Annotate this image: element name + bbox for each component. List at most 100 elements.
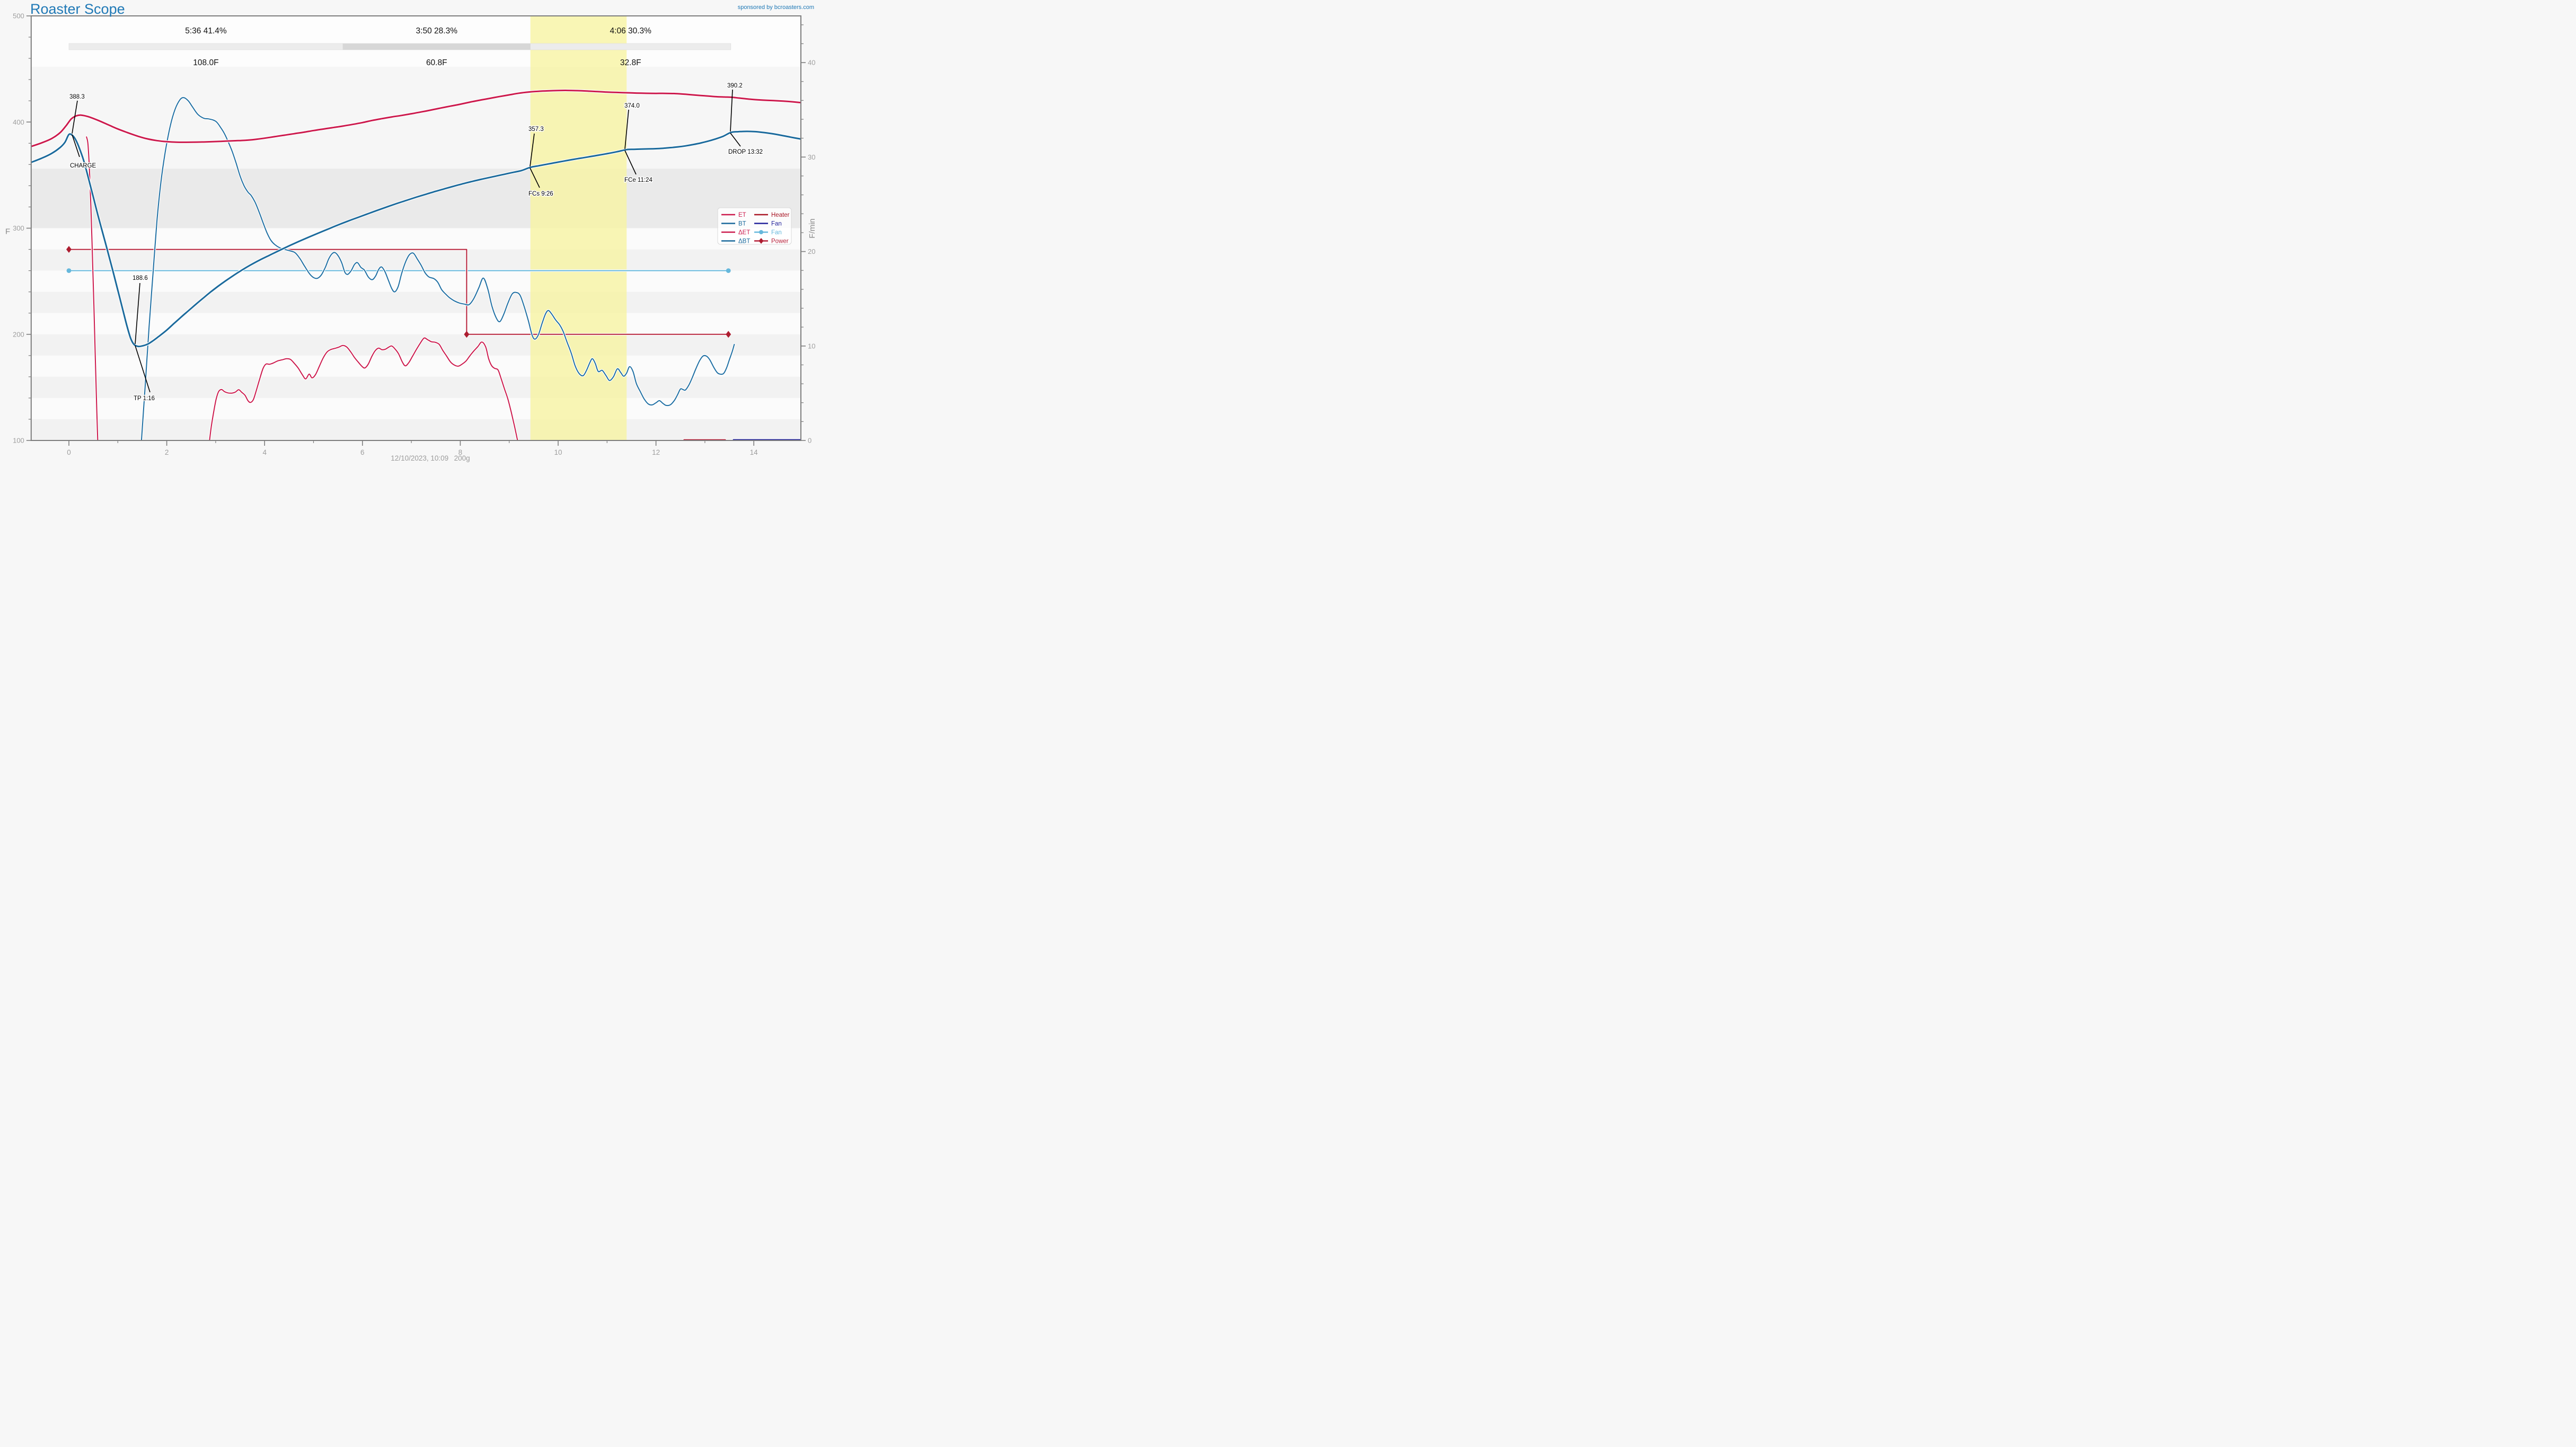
fcs-label: FCs 9:26 [528, 191, 553, 197]
legend-item-fan[interactable]: Fan [754, 221, 782, 227]
bottom-tick-label: 14 [750, 448, 758, 456]
fcs-callout-line [530, 133, 535, 167]
tp-label: TP 1:16 [134, 395, 155, 402]
phase-time-label: 5:36 41.4% [185, 27, 227, 36]
fce-callout-line [624, 150, 637, 175]
legend-label: Power [771, 239, 789, 245]
background-bands [31, 16, 801, 440]
tp-callout-line [135, 345, 151, 393]
legend[interactable]: ET BT ΔET ΔBT Heater Fan Fan Power [717, 207, 792, 245]
power-marker [464, 331, 470, 338]
phase-bar: 5:36 41.4% 108.0F 3:50 28.3% 60.8F 4:06 30.3… [68, 27, 731, 67]
background-band [31, 228, 801, 250]
delta_et-curve [86, 136, 99, 440]
fcs-value: 357.3 [528, 126, 544, 133]
fce-callout-line [624, 109, 629, 149]
bottom-tick-label: 8 [458, 448, 463, 456]
bt-curve [31, 130, 801, 348]
delta_bt-curve [140, 97, 735, 440]
legend-item-fan[interactable]: Fan [754, 230, 782, 236]
phase-temp-label: 32.8F [620, 58, 641, 67]
drop-callout-line [730, 89, 733, 132]
tp-value: 188.6 [133, 275, 148, 281]
legend-item-heater[interactable]: Heater [754, 212, 790, 218]
charge-label: CHARGE [70, 163, 96, 169]
phase-temp-label: 108.0F [193, 58, 218, 67]
left-tick-label: 300 [13, 224, 24, 232]
background-band [31, 355, 801, 377]
fan-marker [726, 268, 731, 273]
drop-callout-line [730, 133, 741, 147]
sponsor-link[interactable]: sponsored by bcroasters.com [737, 4, 814, 11]
charge-callout-line [72, 100, 78, 134]
legend-item-power[interactable]: Power [754, 238, 789, 245]
phase-bar-segment [530, 43, 731, 50]
power-marker [66, 246, 72, 253]
fcs-callout-line [530, 167, 540, 188]
roast-profile-chart[interactable]: 5:36 41.4% 108.0F 3:50 28.3% 60.8F 4:06 30.3… [0, 0, 818, 467]
background-band [31, 419, 801, 440]
drop-value: 390.2 [727, 83, 743, 89]
background-band [31, 67, 801, 169]
legend-box [717, 207, 792, 245]
phase-temp-label: 60.8F [426, 58, 447, 67]
legend-item-bt[interactable]: BT [721, 221, 746, 227]
legend-label: ΔBT [738, 239, 750, 245]
legend-diamond-marker [758, 238, 764, 244]
right-tick-label: 10 [808, 342, 815, 350]
left-tick-label: 200 [13, 330, 24, 338]
right-tick-label: 30 [808, 153, 815, 161]
tp-callout-line [135, 283, 140, 345]
power-marker [726, 331, 731, 338]
right-tick-label: 20 [808, 248, 815, 255]
background-band [31, 313, 801, 334]
first-crack-band [530, 16, 627, 440]
bottom-tick-label: 10 [554, 448, 562, 456]
left-tick-label: 400 [13, 118, 24, 126]
bottom-tick-label: 6 [360, 448, 365, 456]
fce-label: FCe 11:24 [624, 177, 652, 183]
series-layer [31, 89, 801, 440]
legend-label: BT [738, 221, 746, 227]
page-title: Roaster Scope [30, 1, 125, 17]
charge-value: 388.3 [69, 94, 85, 100]
phase-bar-segment [342, 43, 531, 50]
background-band [31, 292, 801, 313]
background-band [31, 249, 801, 271]
annotations: 388.3 CHARGE 188.6 TP 1:16 357.3 FCs 9:26 374.… [69, 82, 764, 403]
right-tick-label: 40 [808, 59, 815, 67]
bottom-tick-label: 12 [652, 448, 660, 456]
fce-value: 374.0 [624, 103, 640, 109]
background-band [31, 270, 801, 292]
phase-time-label: 4:06 30.3% [610, 27, 652, 36]
legend-item-δbt[interactable]: ΔBT [721, 239, 750, 245]
right-axis-title: F/min [808, 218, 817, 239]
batch-date-label: 12/10/2023, 10:09 200g [391, 454, 470, 462]
phase-time-label: 3:50 28.3% [416, 27, 458, 36]
background-band [31, 376, 801, 398]
right-tick-label: 0 [808, 437, 811, 445]
axes: 100 200 300 400 500 F 0 10 20 30 40 F/min 0 2 4 6 8 10 12 1… [5, 12, 817, 463]
phase-bar-segment [68, 43, 343, 50]
legend-label: ET [738, 212, 746, 218]
bottom-tick-label: 2 [165, 448, 169, 456]
charge-callout-line [72, 134, 80, 157]
left-tick-label: 500 [13, 12, 24, 20]
fan-marker [66, 268, 72, 273]
legend-label: Fan [771, 221, 782, 227]
legend-item-δet[interactable]: ΔET [721, 230, 750, 236]
et-curve [31, 90, 801, 147]
legend-circle-marker [759, 230, 763, 234]
background-band [31, 16, 801, 67]
drop-label: DROP 13:32 [728, 149, 763, 155]
bottom-tick-label: 4 [262, 448, 267, 456]
bottom-tick-label: 0 [67, 448, 71, 456]
legend-label: ΔET [738, 230, 750, 236]
left-axis-title: F [5, 227, 10, 236]
legend-label: Fan [771, 230, 782, 236]
legend-item-et[interactable]: ET [721, 212, 746, 218]
power-curve [68, 249, 729, 335]
legend-label: Heater [771, 212, 790, 218]
delta_et2-curve [209, 337, 518, 440]
left-tick-label: 100 [13, 437, 24, 445]
